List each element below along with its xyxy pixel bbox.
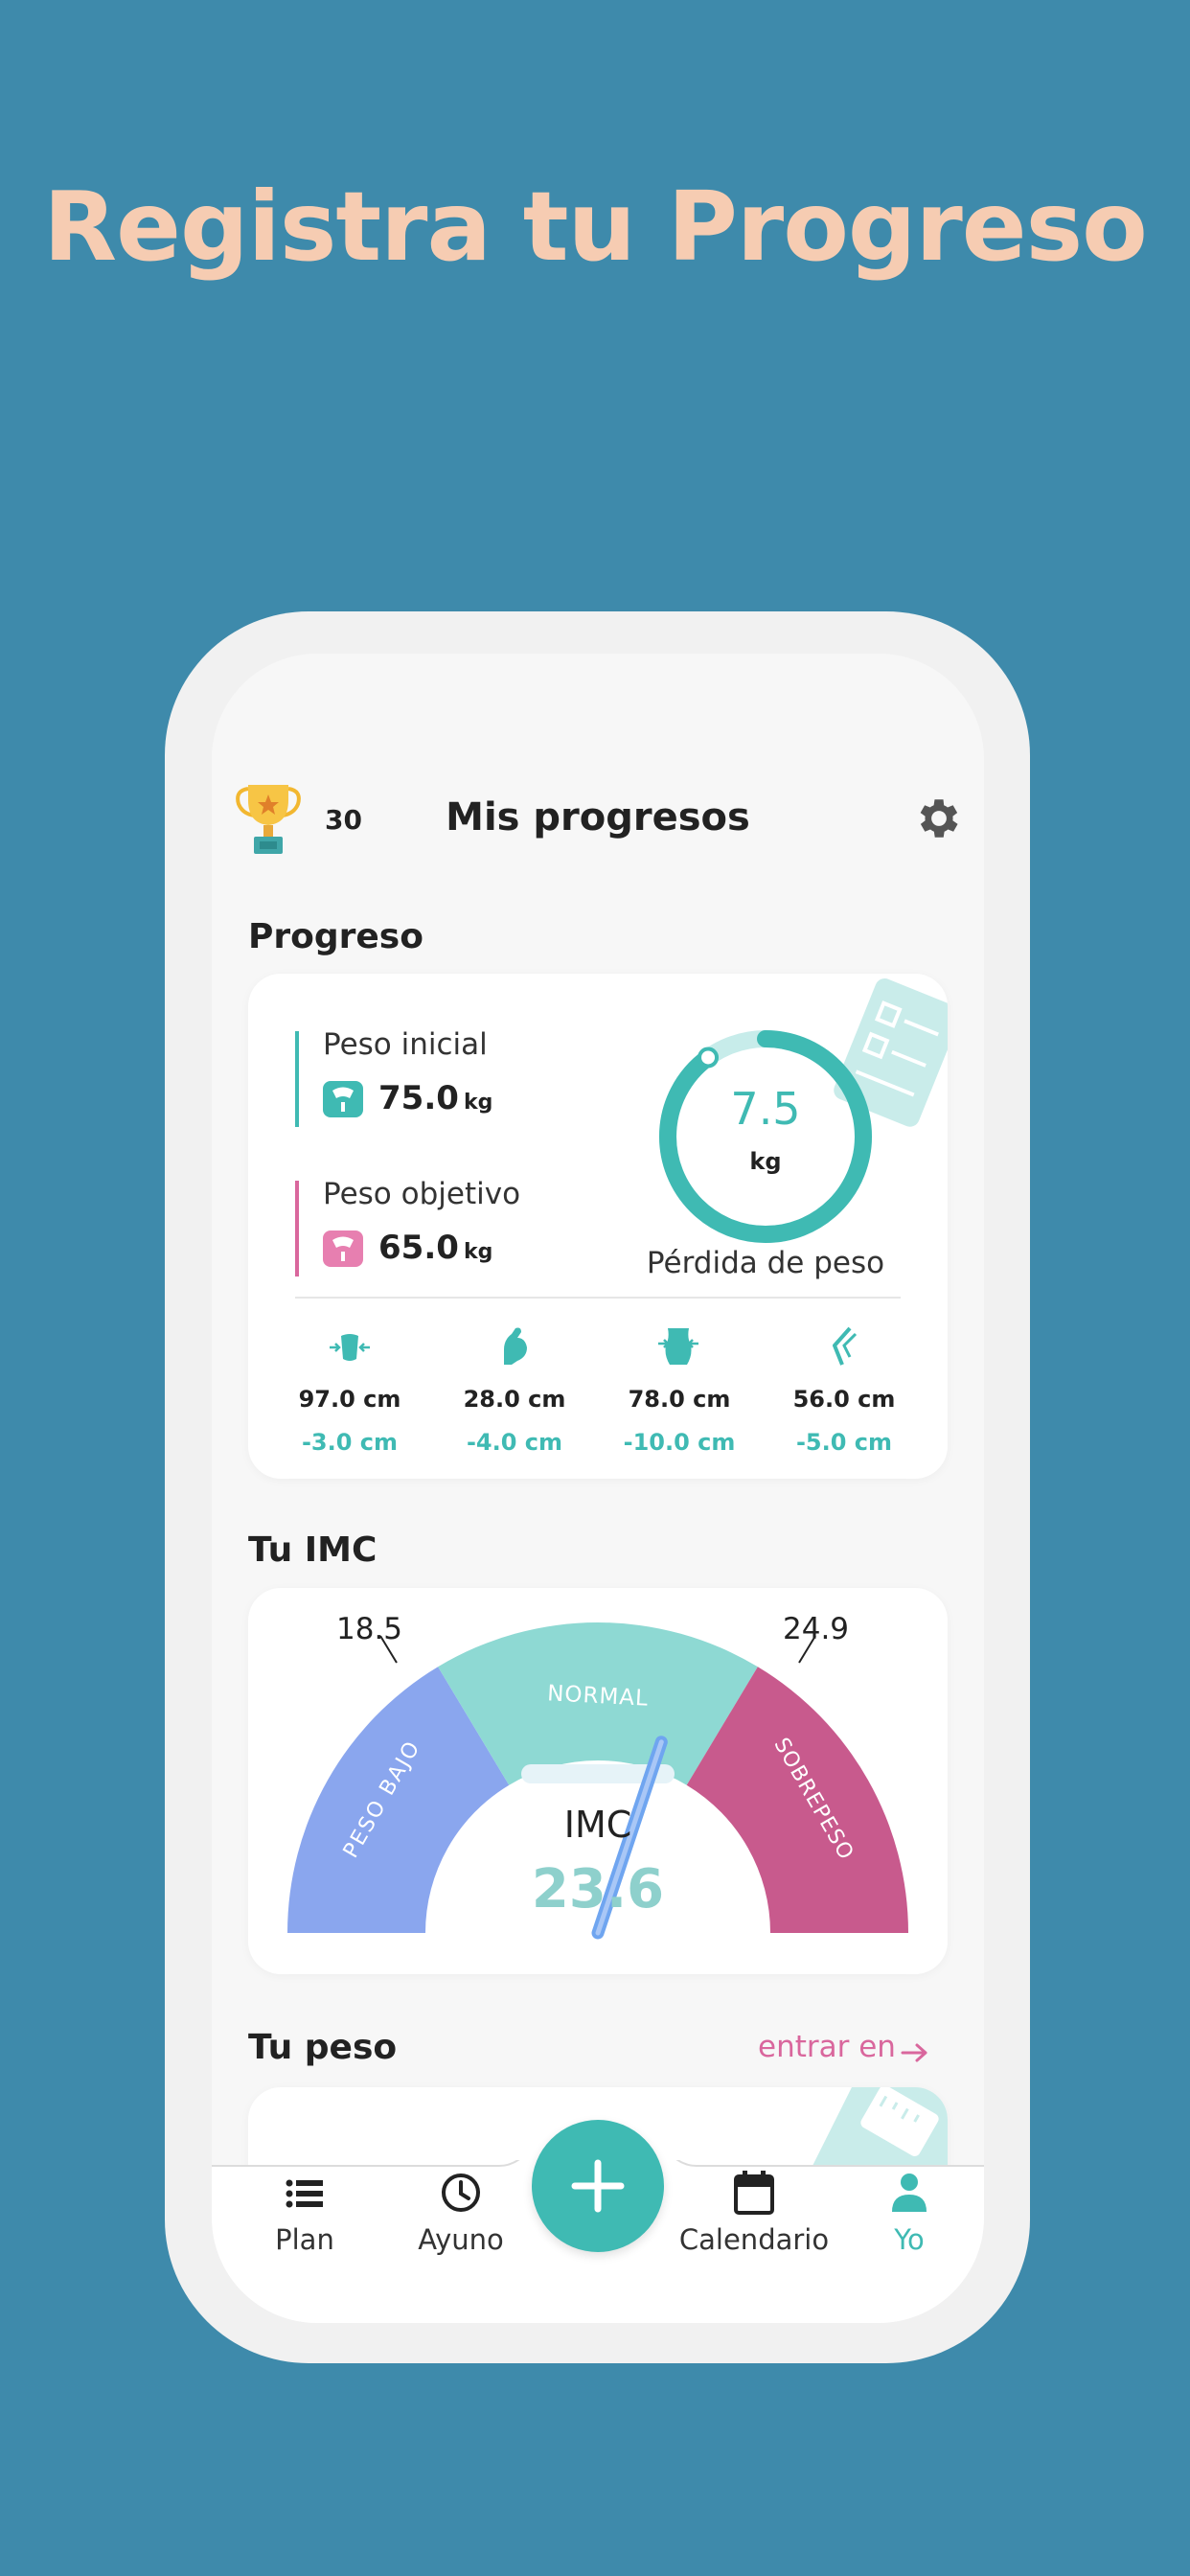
divider (295, 1297, 901, 1299)
bmi-center-label: IMC (563, 1804, 632, 1846)
add-button[interactable] (532, 2120, 664, 2252)
bmi-low-threshold: 18.5 (336, 1612, 403, 1646)
measurement-delta: -10.0 cm (623, 1429, 736, 1456)
measurement-value: 28.0 cm (463, 1386, 566, 1413)
weight-loss-unit: kg (749, 1148, 782, 1175)
nav-item-plan[interactable]: Plan (218, 2170, 391, 2275)
weight-loss-value: 7.5 (730, 1083, 801, 1135)
nav-label-yo: Yo (894, 2223, 925, 2256)
target-weight-value: 65.0 (378, 1229, 459, 1267)
weight-loss-label: Pérdida de peso (646, 1246, 885, 1280)
initial-weight-value: 75.0 (378, 1079, 459, 1117)
measurement-value: 97.0 cm (298, 1386, 401, 1413)
calendar-icon (734, 2171, 774, 2215)
nav-label-ayuno: Ayuno (418, 2223, 504, 2256)
headline: Registra tu Progreso (43, 171, 1148, 283)
gear-icon[interactable] (913, 793, 965, 844)
tape-measure-icon (804, 2087, 948, 2183)
arm-icon (504, 1327, 527, 1365)
nav-item-calendario[interactable]: Calendario (668, 2170, 840, 2275)
nav-label-calendario: Calendario (678, 2223, 830, 2256)
bmi-section-title: Tu IMC (248, 1530, 378, 1570)
nav-item-ayuno[interactable]: Ayuno (375, 2170, 547, 2275)
weight-section-title: Tu peso (248, 2028, 398, 2067)
bmi-needle-highlight (595, 1739, 664, 1936)
measurement-value: 56.0 cm (792, 1386, 896, 1413)
bmi-segment-normal (438, 1622, 758, 1785)
initial-weight-bar (295, 1031, 299, 1127)
bmi-gauge (287, 1622, 908, 1940)
waist-icon (658, 1328, 698, 1365)
weight-enter-link-label: entrar en (758, 2030, 896, 2064)
clock-icon (442, 2174, 480, 2212)
weight-enter-link[interactable]: entrar en (758, 2030, 929, 2064)
plus-icon (571, 2159, 625, 2213)
scale-icon (323, 1230, 363, 1267)
nav-label-plan: Plan (275, 2223, 334, 2256)
initial-weight-label: Peso inicial (323, 1027, 488, 1062)
bmi-segment-under (287, 1667, 510, 1933)
clipboard-icon (834, 978, 948, 1127)
thigh-icon (833, 1326, 858, 1366)
initial-weight-unit: kg (463, 1091, 493, 1115)
progress-section-title: Progreso (248, 917, 423, 956)
bmi-segment-over (686, 1667, 908, 1933)
target-weight-value-wrap: 65.0 kg (378, 1229, 492, 1267)
bmi-value: 23.6 (531, 1858, 665, 1920)
target-weight-unit: kg (463, 1240, 493, 1264)
bmi-high-threshold: 24.9 (783, 1612, 850, 1646)
trophy-count: 30 (325, 804, 362, 836)
progress-card[interactable]: Peso inicial 75.0 kg Peso objetivo 65.0 … (248, 974, 948, 1479)
initial-weight-value-wrap: 75.0 kg (378, 1079, 492, 1117)
nav-item-yo[interactable]: Yo (823, 2170, 984, 2275)
app-screen: 30 Mis progresos Progreso Peso inicial 7… (212, 654, 984, 2323)
page-title: Mis progresos (446, 795, 750, 840)
scale-icon (323, 1081, 363, 1117)
measurement-delta: -3.0 cm (301, 1429, 399, 1456)
bmi-card[interactable]: 18.5 24.9 NORMAL PESO BAJO SOBREPESO IMC… (248, 1588, 948, 1974)
weight-loss-ring (659, 1030, 872, 1243)
trophy-icon[interactable] (235, 781, 302, 858)
chest-icon (330, 1334, 370, 1361)
target-weight-bar (295, 1181, 299, 1276)
target-weight-label: Peso objetivo (323, 1177, 521, 1211)
list-icon (286, 2179, 323, 2208)
measurement-delta: -5.0 cm (795, 1429, 893, 1456)
measurement-delta: -4.0 cm (466, 1429, 563, 1456)
arrow-right-icon (901, 2043, 927, 2061)
measurement-value: 78.0 cm (628, 1386, 731, 1413)
person-icon (892, 2174, 927, 2212)
